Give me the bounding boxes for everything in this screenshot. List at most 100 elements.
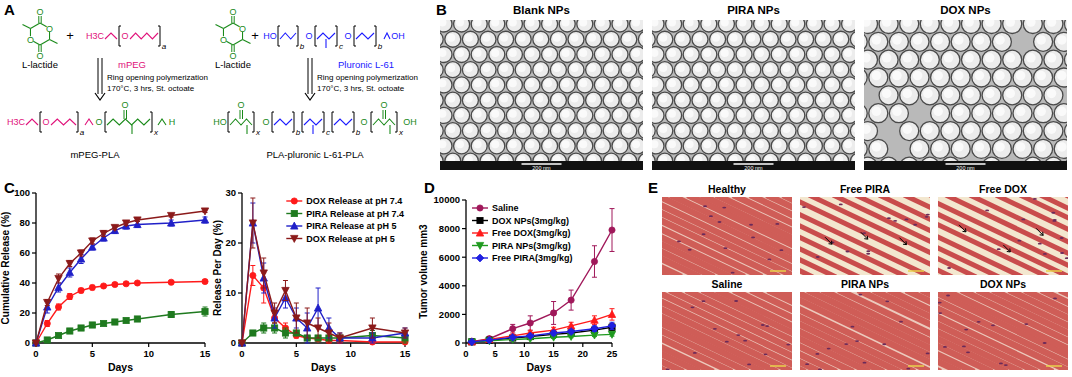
nanoparticle [1023,50,1042,69]
nanoparticle [471,46,487,62]
nanoparticle [498,123,514,139]
nucleus [962,345,966,347]
nanoparticle-highlight [686,110,694,118]
nanoparticle-highlight [686,140,694,148]
nanoparticle [701,20,717,32]
legend: DOX Release at pH 7.4PIRA Release at pH … [286,196,404,244]
x-axis [36,342,205,343]
nanoparticle [674,31,690,47]
y-tick-label: 4000 [439,280,460,291]
nanoparticle [1054,139,1067,158]
nanoparticle [568,62,584,78]
nanoparticle-highlight [562,49,570,57]
data-point [202,308,208,314]
nanoparticle-highlight [597,110,605,118]
nanoparticle [577,138,593,154]
nanoparticle-highlight [652,79,658,87]
nanoparticle-highlight [623,34,631,42]
error-bar [261,323,266,333]
nanoparticle [666,107,682,123]
nanoparticle-highlight [853,95,855,103]
atom-label: O [46,24,53,34]
nanoparticle [780,62,796,78]
legend-marker [291,210,297,216]
nanoparticle-highlight [944,124,954,134]
y-tick-label: 100 [14,187,30,198]
nucleus [997,248,1001,250]
tem-image [864,20,1067,170]
nucleus [725,341,729,343]
nucleus [734,300,738,302]
nanoparticle [621,62,637,78]
data-point [239,340,245,346]
bond [41,16,42,23]
nanoparticle-highlight [1047,124,1057,134]
y-tick [32,192,36,193]
nanoparticle [1044,122,1063,141]
nanoparticle-highlight [456,140,464,148]
bond [158,119,166,125]
legend-label: DOX Release at pH 5 [306,234,395,244]
nanoparticle-highlight [500,64,508,72]
nucleus [943,346,947,348]
nanoparticle-highlight [738,140,746,148]
nanoparticle-highlight [818,95,826,103]
bond [215,25,223,29]
muscle-fiber [751,292,792,370]
nanoparticle-highlight [738,20,746,26]
nanoparticle [440,46,452,62]
panel-label: E [648,179,658,196]
muscle-fiber [904,197,930,275]
nanoparticle-highlight [782,95,790,103]
series-line [36,220,205,343]
nanoparticle-highlight [562,79,570,87]
nanoparticle [864,104,867,123]
nanoparticle [480,92,496,108]
nanoparticle-highlight [641,125,643,133]
nucleus [850,326,854,328]
nanoparticle [992,139,1011,158]
bond [124,110,125,119]
nanoparticle-highlight [809,110,817,118]
muscle-fiber [1066,197,1068,275]
nanoparticle [1065,122,1068,141]
atom-label: O [121,100,128,110]
data-point [44,299,51,306]
nanoparticle [718,20,734,32]
nanoparticle-highlight [782,125,790,133]
nanoparticle-highlight [782,34,790,42]
muscle-fiber [783,197,792,275]
nanoparticle [889,32,908,51]
nanoparticle-highlight [712,95,720,103]
nanoparticle-highlight [535,64,543,72]
x-tick-label: 10 [519,348,530,359]
nucleus [999,363,1003,365]
x-tick-label: 25 [607,348,618,359]
bond [334,119,352,125]
nanoparticle [559,46,575,62]
nanoparticle-highlight [500,125,508,133]
nanoparticle [910,68,929,87]
nanoparticle [638,62,643,78]
nanoparticle-highlight [686,79,694,87]
bracket [272,112,274,132]
nanoparticle [889,104,908,123]
nanoparticle-highlight [447,64,455,72]
atom-label: O [360,117,367,127]
data-point [77,250,84,257]
image-title: PIRA NPs [841,278,889,290]
nanoparticle [736,77,752,93]
subscript: b [296,128,301,137]
nanoparticle [462,62,478,78]
data-point [551,310,557,316]
nanoparticle-highlight [1016,71,1026,81]
bond [274,119,292,125]
nanoparticle [524,77,540,93]
nucleus [839,204,843,206]
atom-label: O [220,35,227,45]
image-title: Saline [712,278,743,290]
nanoparticle-highlight [553,64,561,72]
nanoparticle [771,20,787,32]
nanoparticle [815,92,831,108]
nanoparticle [657,31,673,47]
